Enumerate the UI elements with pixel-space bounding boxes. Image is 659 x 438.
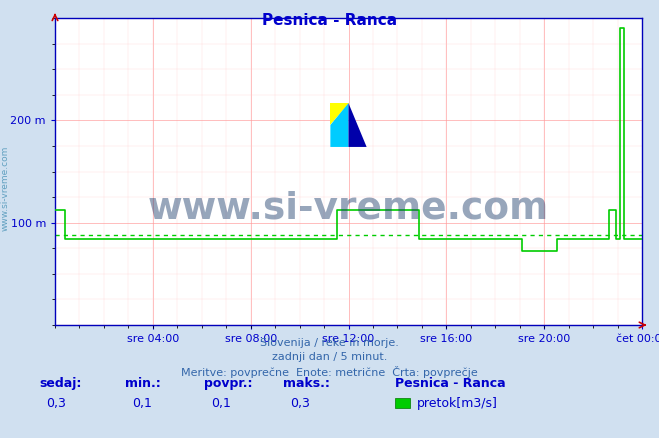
Text: pretok[m3/s]: pretok[m3/s] xyxy=(417,397,498,410)
Text: zadnji dan / 5 minut.: zadnji dan / 5 minut. xyxy=(272,352,387,362)
Text: sedaj:: sedaj: xyxy=(40,377,82,390)
Polygon shape xyxy=(330,103,349,147)
Polygon shape xyxy=(330,103,349,125)
Text: povpr.:: povpr.: xyxy=(204,377,253,390)
Text: Slovenija / reke in morje.: Slovenija / reke in morje. xyxy=(260,338,399,348)
Text: 0,1: 0,1 xyxy=(132,397,152,410)
Text: 0,3: 0,3 xyxy=(290,397,310,410)
Polygon shape xyxy=(349,103,366,147)
Text: 0,1: 0,1 xyxy=(211,397,231,410)
Text: min.:: min.: xyxy=(125,377,161,390)
Text: www.si-vreme.com: www.si-vreme.com xyxy=(148,191,549,226)
Text: 0,3: 0,3 xyxy=(46,397,66,410)
Text: Pesnica - Ranca: Pesnica - Ranca xyxy=(262,13,397,28)
Text: Meritve: povprečne  Enote: metrične  Črta: povprečje: Meritve: povprečne Enote: metrične Črta:… xyxy=(181,366,478,378)
Text: maks.:: maks.: xyxy=(283,377,330,390)
Text: Pesnica - Ranca: Pesnica - Ranca xyxy=(395,377,506,390)
Text: www.si-vreme.com: www.si-vreme.com xyxy=(1,146,10,231)
